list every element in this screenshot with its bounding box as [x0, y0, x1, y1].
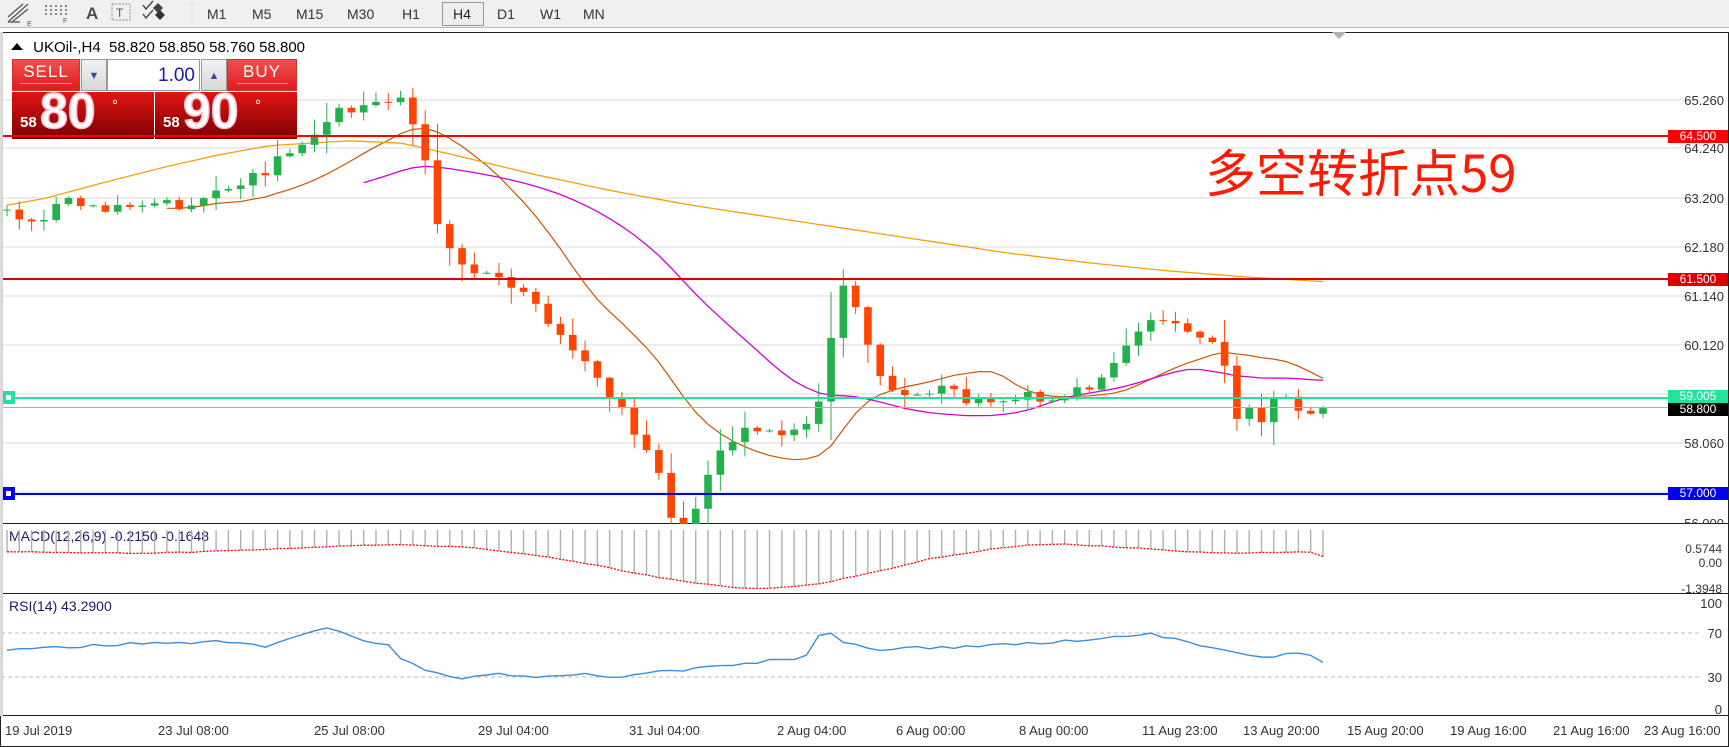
svg-text:F: F — [63, 18, 67, 25]
svg-text:T: T — [116, 6, 124, 20]
svg-text:A: A — [86, 4, 98, 23]
svg-text:E: E — [27, 21, 32, 28]
